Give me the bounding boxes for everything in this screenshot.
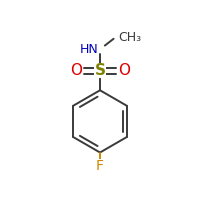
Text: O: O (118, 63, 130, 78)
Text: S: S (95, 63, 106, 78)
Text: HN: HN (79, 43, 98, 56)
Text: F: F (96, 159, 104, 173)
Text: CH₃: CH₃ (118, 31, 142, 44)
Text: O: O (70, 63, 82, 78)
